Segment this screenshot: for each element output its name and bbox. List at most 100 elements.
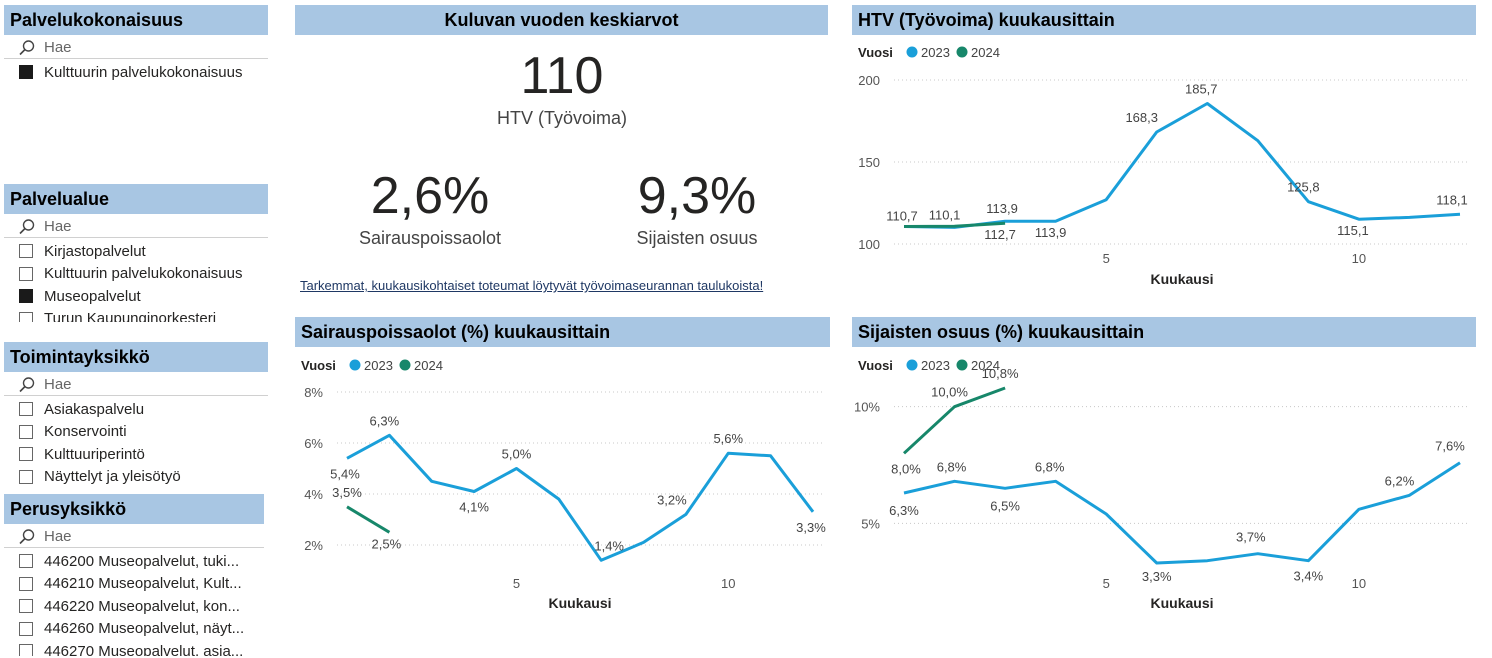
checkbox[interactable] — [19, 244, 33, 259]
data-label: 5,4% — [330, 466, 360, 481]
chart-title-htv: HTV (Työvoima) kuukausittain — [852, 5, 1476, 35]
list-item[interactable]: 446270 Museopalvelut, asia... — [4, 640, 264, 656]
legend-title: Vuosi — [858, 358, 893, 373]
checkbox[interactable] — [19, 621, 33, 636]
item-label: Asiakaspalvelu — [44, 400, 145, 418]
list-item[interactable]: Kulttuurin palvelukokonaisuus — [4, 263, 268, 286]
checkbox[interactable] — [19, 599, 33, 614]
slicer-palvelualue: Palvelualue Hae Kirjastopalvelut Kulttuu… — [4, 184, 268, 322]
x-tick-label: 10 — [1352, 576, 1366, 591]
list-item[interactable]: 446200 Museopalvelut, tuki... — [4, 550, 264, 573]
x-axis-label: Kuukausi — [1150, 271, 1213, 287]
legend-label: 2024 — [971, 358, 1000, 373]
item-label: Turun Kaupunginorkesteri — [44, 310, 217, 322]
item-label: 446210 Museopalvelut, Kult... — [44, 575, 242, 593]
sick-leave-label: Sairauspoissaolot — [358, 228, 502, 248]
data-label: 113,9 — [986, 201, 1018, 216]
checkbox[interactable] — [19, 644, 33, 656]
item-label: Kirjastopalvelut — [44, 242, 146, 260]
legend-label: 2023 — [921, 358, 950, 373]
slicer-title: Palvelualue — [4, 184, 268, 214]
list-item[interactable]: Näyttelyt ja yleisötyö — [4, 466, 268, 489]
checkbox[interactable] — [19, 469, 33, 484]
checkbox[interactable] — [19, 266, 33, 281]
data-label: 2,5% — [372, 536, 402, 551]
slicer-list: Asiakaspalvelu Konservointi Kulttuuriper… — [4, 398, 268, 488]
series-line-2023 — [903, 461, 1461, 565]
x-tick-label: 10 — [721, 576, 735, 591]
item-label: Näyttelyt ja yleisötyö — [44, 468, 181, 486]
data-label: 6,3% — [370, 413, 400, 428]
list-item[interactable]: Kulttuuriperintö — [4, 443, 268, 466]
data-label: 110,1 — [929, 207, 961, 222]
data-label: 3,3% — [1142, 569, 1172, 584]
legend-marker — [906, 359, 918, 371]
y-tick-label: 8% — [304, 385, 323, 400]
list-item[interactable]: Museopalvelut — [4, 285, 268, 308]
slicer-palvelukokonaisuus: Palvelukokonaisuus Hae Kulttuurin palvel… — [4, 5, 268, 84]
list-item[interactable]: 446210 Museopalvelut, Kult... — [4, 573, 264, 596]
data-label: 112,7 — [984, 227, 1016, 242]
data-label: 6,5% — [990, 498, 1020, 513]
legend-label: 2023 — [921, 45, 950, 60]
x-tick-label: 5 — [513, 576, 520, 591]
search-input[interactable]: Hae — [4, 526, 264, 548]
slicer-title: Palvelukokonaisuus — [4, 5, 268, 35]
checkbox[interactable] — [19, 311, 33, 322]
data-label: 125,8 — [1287, 180, 1320, 195]
checkbox[interactable] — [19, 576, 33, 591]
list-item[interactable]: Asiakaspalvelu — [4, 398, 268, 421]
substitute-value: 9,3% — [637, 167, 757, 225]
search-placeholder: Hae — [44, 39, 72, 56]
data-label: 6,2% — [1385, 473, 1415, 488]
data-label: 10,8% — [982, 366, 1019, 381]
list-item[interactable]: Konservointi — [4, 421, 268, 444]
data-label: 6,3% — [889, 503, 919, 518]
legend-marker — [349, 359, 361, 371]
data-label: 185,7 — [1185, 81, 1218, 96]
report-link[interactable]: Tarkemmat, kuukausikohtaiset toteumat lö… — [300, 278, 764, 293]
checkbox[interactable] — [19, 289, 33, 304]
list-item[interactable]: Turun Kaupunginorkesteri — [4, 308, 268, 322]
checkbox[interactable] — [19, 424, 33, 439]
slicer-list: Kulttuurin palvelukokonaisuus — [4, 61, 268, 84]
data-label: 3,7% — [1236, 530, 1266, 545]
data-label: 115,1 — [1337, 223, 1369, 238]
checkbox[interactable] — [19, 554, 33, 569]
series-line-2023 — [346, 433, 815, 562]
data-label: 3,2% — [657, 492, 687, 507]
data-label: 1,4% — [594, 538, 624, 553]
item-label: Konservointi — [44, 423, 127, 441]
list-item[interactable]: Kulttuurin palvelukokonaisuus — [4, 61, 268, 84]
checkbox[interactable] — [19, 65, 33, 80]
y-tick-label: 150 — [858, 155, 880, 170]
legend-label: 2023 — [364, 358, 393, 373]
search-input[interactable]: Hae — [4, 374, 268, 396]
item-label: 446200 Museopalvelut, tuki... — [44, 552, 240, 570]
slicer-list: Kirjastopalvelut Kulttuurin palvelukokon… — [4, 240, 268, 322]
list-item[interactable]: Kirjastopalvelut — [4, 240, 268, 263]
data-label: 8,0% — [891, 461, 921, 476]
search-input[interactable]: Hae — [4, 37, 268, 59]
chart-title-sick-leave: Sairauspoissaolot (%) kuukausittain — [295, 317, 830, 347]
list-item[interactable]: 446220 Museopalvelut, kon... — [4, 595, 264, 618]
series-line-2024 — [903, 221, 1006, 228]
search-placeholder: Hae — [44, 528, 72, 545]
item-label: Kulttuurin palvelukokonaisuus — [44, 265, 243, 283]
checkbox[interactable] — [19, 447, 33, 462]
legend-marker — [399, 359, 411, 371]
data-label: 5,0% — [502, 447, 532, 462]
data-label: 3,3% — [796, 520, 826, 535]
search-input[interactable]: Hae — [4, 216, 268, 238]
item-label: Kulttuurin palvelukokonaisuus — [44, 63, 243, 81]
item-label: 446270 Museopalvelut, asia... — [44, 642, 244, 656]
legend-label: 2024 — [414, 358, 443, 373]
y-tick-label: 200 — [858, 73, 880, 88]
x-tick-label: 10 — [1352, 251, 1366, 266]
y-tick-label: 6% — [304, 436, 323, 451]
y-tick-label: 5% — [861, 516, 880, 531]
list-item[interactable]: 446260 Museopalvelut, näyt... — [4, 618, 264, 641]
checkbox[interactable] — [19, 402, 33, 417]
legend-marker — [906, 46, 918, 58]
search-icon — [19, 528, 35, 544]
